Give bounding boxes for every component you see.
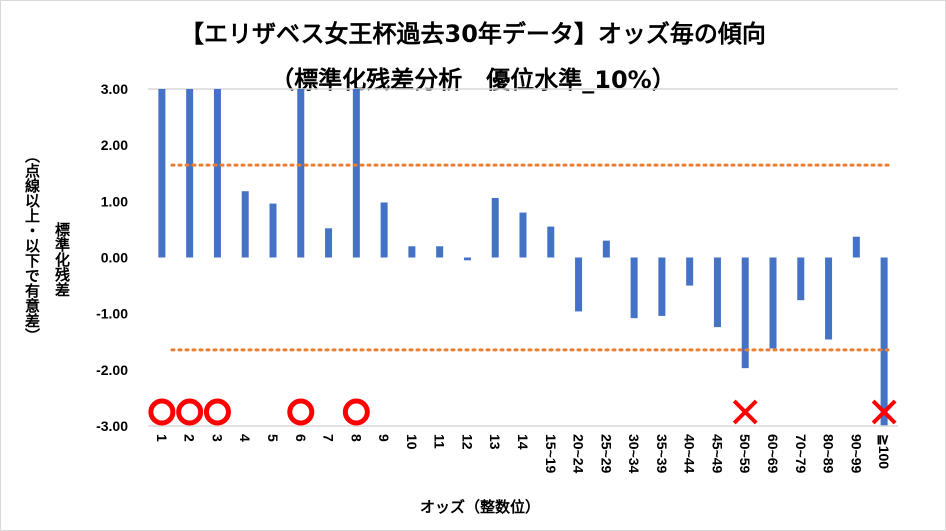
bar-70~79	[797, 257, 805, 301]
significant-high-circle-marker	[148, 398, 176, 426]
y-axis-note: （点線以上・以下で有意差）	[23, 148, 41, 343]
bar-50~59	[741, 257, 749, 369]
x-tick-label: 4	[237, 434, 253, 442]
bar-12	[463, 257, 471, 261]
bar-60~69	[769, 257, 777, 349]
y-tick-label: -1.00	[96, 306, 128, 322]
bar-15~19	[547, 226, 555, 258]
significant-high-circle-marker	[287, 398, 315, 426]
x-tick-label: 35~39	[654, 434, 670, 474]
bar-35~39	[658, 257, 666, 316]
x-tick-label: 2	[182, 434, 198, 442]
x-tick-label: 80~89	[821, 434, 837, 474]
bar-≧100	[880, 257, 888, 426]
x-tick-label: 50~59	[737, 434, 753, 474]
chart-title: 【エリザベス女王杯過去30年データ】オッズ毎の傾向	[180, 20, 766, 48]
x-tick-label: 90~99	[848, 434, 864, 474]
x-tick-label: 20~24	[571, 434, 587, 474]
x-tick-label: 45~49	[709, 434, 725, 474]
x-tick-label: 8	[348, 434, 364, 442]
x-tick-label: ≧100	[876, 434, 892, 469]
x-axis-label: オッズ（整数位）	[419, 498, 540, 516]
bar-90~99	[852, 236, 860, 258]
bar-14	[519, 212, 527, 258]
x-tick-label: 25~29	[598, 434, 614, 474]
bar-80~89	[825, 257, 833, 340]
significant-high-circle-marker	[342, 398, 370, 426]
bar-2	[186, 89, 194, 258]
bar-4	[241, 191, 249, 258]
significant-high-circle-marker	[203, 398, 231, 426]
bar-1	[158, 89, 166, 258]
x-tick-label: 40~44	[682, 434, 698, 474]
x-tick-label: 13	[487, 434, 503, 450]
bar-11	[436, 246, 444, 258]
significant-low-cross-marker	[871, 399, 897, 425]
y-tick-label: 0.00	[101, 250, 128, 266]
x-tick-label: 60~69	[765, 434, 781, 474]
x-tick-label: 14	[515, 434, 531, 450]
bar-9	[380, 202, 388, 258]
y-axis-label: 標準化残差	[53, 222, 71, 297]
bar-13	[491, 197, 499, 258]
x-tick-label: 6	[293, 434, 309, 442]
y-tick-label: 1.00	[101, 193, 128, 209]
x-tick-label: 10	[404, 434, 420, 450]
y-tick-label: -3.00	[96, 418, 128, 434]
bar-10	[408, 246, 416, 258]
bar-20~24	[575, 257, 583, 312]
bar-25~29	[602, 240, 610, 258]
significant-high-circle-marker	[176, 398, 204, 426]
x-tick-label: 70~79	[793, 434, 809, 474]
x-tick-label: 3	[209, 434, 225, 442]
y-tick-label: 2.00	[101, 137, 128, 153]
x-tick-label: 11	[432, 434, 448, 449]
bar-6	[297, 89, 305, 258]
x-tick-label: 9	[376, 434, 392, 442]
bar-8	[352, 89, 360, 258]
bar-40~44	[686, 257, 694, 286]
significant-low-cross-marker	[732, 399, 758, 425]
bar-45~49	[713, 257, 721, 328]
x-tick-label: 30~34	[626, 434, 642, 474]
x-tick-label: 12	[459, 434, 475, 450]
bar-7	[325, 228, 333, 258]
y-tick-label: 3.00	[101, 81, 128, 97]
bar-3	[213, 89, 221, 258]
bar-5	[269, 203, 277, 258]
x-tick-label: 7	[321, 434, 337, 442]
x-tick-label: 5	[265, 434, 281, 442]
x-tick-label: 1	[154, 434, 170, 442]
x-tick-label: 15~19	[543, 434, 559, 474]
y-tick-label: -2.00	[96, 362, 128, 378]
bar-30~34	[630, 257, 638, 319]
